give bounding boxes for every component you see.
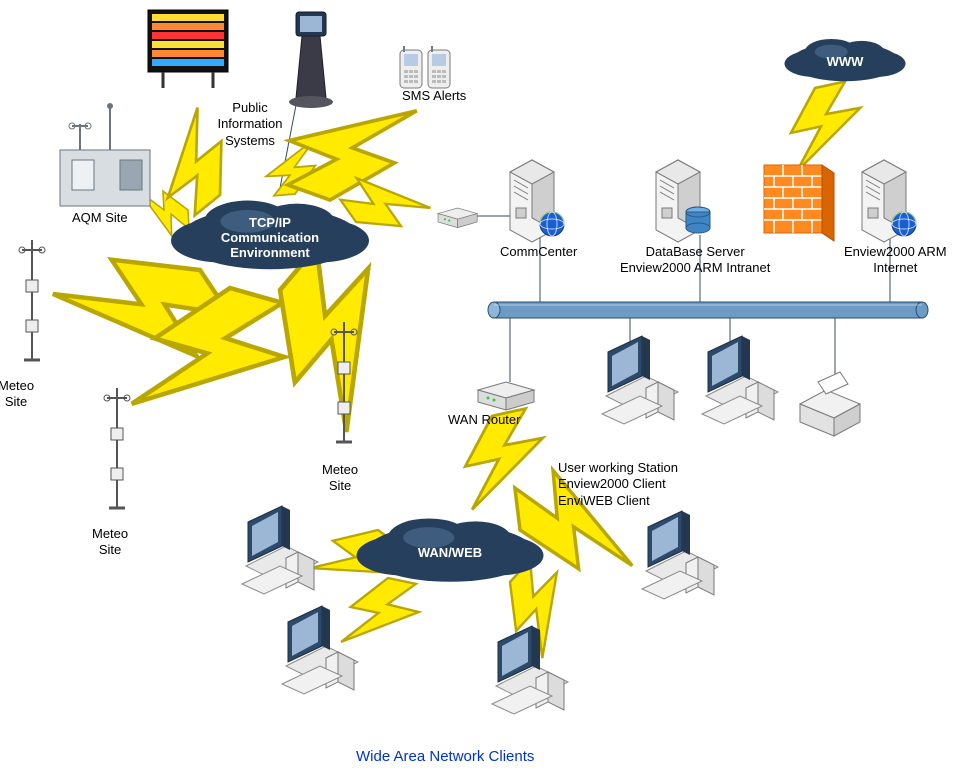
cloud-wanweb: WAN/WEB [357, 518, 544, 581]
aqm-site-icon [60, 103, 150, 206]
link-lines [280, 100, 512, 216]
label-user-station: User working Station Enview2000 Client E… [558, 460, 678, 509]
wan-router-icon [478, 382, 534, 410]
label-wan-clients: Wide Area Network Clients [356, 748, 534, 767]
label-public-info: Public Information Systems [200, 100, 300, 149]
svg-text:WWW: WWW [827, 54, 865, 69]
label-meteo-1: Meteo Site [0, 378, 34, 411]
svg-text:Communication: Communication [221, 230, 319, 245]
label-database-server: DataBase Server Enview2000 ARM Intranet [620, 244, 770, 277]
label-aqm-site: AQM Site [72, 210, 128, 226]
led-sign-icon [148, 10, 228, 88]
label-enview-arm: Enview2000 ARM Internet [844, 244, 947, 277]
diagram-canvas: TCP/IPCommunicationEnvironment WAN/WEB W… [0, 0, 956, 768]
label-meteo-2: Meteo Site [92, 526, 128, 559]
label-wan-router: WAN Router [448, 412, 520, 428]
cloud-www: WWW [785, 39, 906, 81]
svg-text:WAN/WEB: WAN/WEB [418, 545, 482, 560]
cloud-tcpip: TCP/IPCommunicationEnvironment [171, 201, 369, 270]
modem-icon [438, 208, 477, 228]
bolts-layer [48, 61, 861, 668]
svg-text:Environment: Environment [230, 245, 310, 260]
meteo-towers-layer [19, 240, 357, 508]
servers-layer [510, 160, 916, 242]
phones-icon [400, 46, 450, 88]
printer-icon [800, 372, 860, 436]
label-meteo-3: Meteo Site [322, 462, 358, 495]
workstations-layer [242, 336, 778, 714]
label-commcenter: CommCenter [500, 244, 577, 260]
label-sms-alerts: SMS Alerts [402, 88, 466, 104]
firewall-icon [764, 165, 834, 241]
kiosk-icon [289, 12, 333, 108]
svg-text:TCP/IP: TCP/IP [249, 215, 291, 230]
